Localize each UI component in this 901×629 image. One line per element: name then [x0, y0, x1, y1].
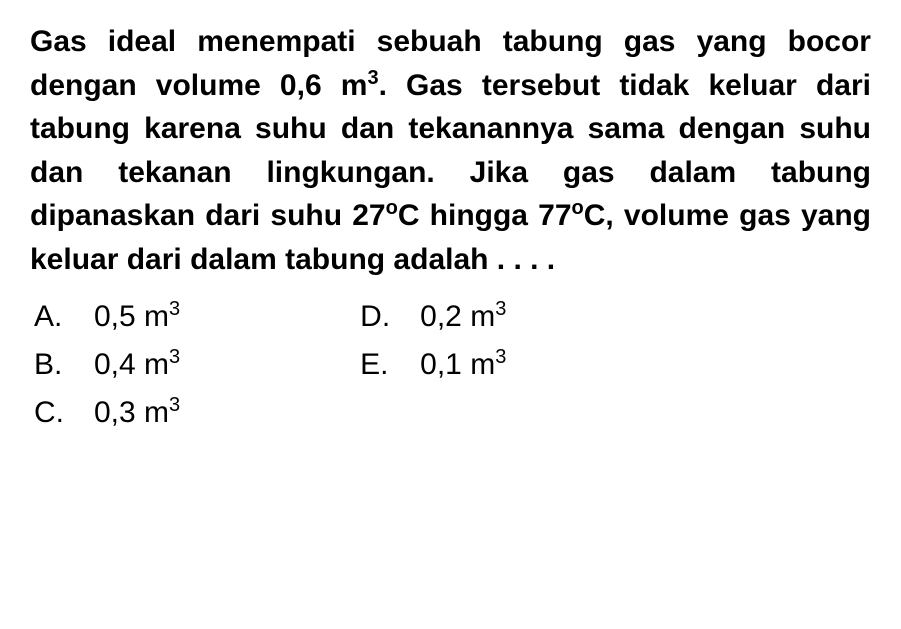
option-value-sup: 3	[169, 346, 180, 368]
option-e: E. 0,1 m3	[360, 341, 506, 389]
option-value: 0,1 m3	[420, 341, 506, 389]
option-value: 0,3 m3	[94, 389, 180, 437]
option-value: 0,2 m3	[420, 293, 506, 341]
option-value-text: 0,5 m	[94, 300, 169, 333]
option-value-text: 0,4 m	[94, 348, 169, 381]
options-container: A. 0,5 m3 B. 0,4 m3 C. 0,3 m3 D. 0,2 m3 …	[30, 293, 871, 437]
option-value: 0,4 m3	[94, 341, 180, 389]
options-left-column: A. 0,5 m3 B. 0,4 m3 C. 0,3 m3	[34, 293, 180, 437]
option-letter: A.	[34, 293, 94, 341]
option-value-text: 0,3 m	[94, 396, 169, 429]
question-deg2: o	[572, 197, 584, 219]
option-value-sup: 3	[169, 394, 180, 416]
option-b: B. 0,4 m3	[34, 341, 180, 389]
option-value-text: 0,1 m	[420, 348, 495, 381]
option-value-sup: 3	[495, 298, 506, 320]
option-letter: B.	[34, 341, 94, 389]
question-text: Gas ideal menempati sebuah tabung gas ya…	[30, 20, 871, 281]
option-d: D. 0,2 m3	[360, 293, 506, 341]
option-letter: C.	[34, 389, 94, 437]
options-right-column: D. 0,2 m3 E. 0,1 m3	[360, 293, 506, 437]
option-letter: D.	[360, 293, 420, 341]
option-value: 0,5 m3	[94, 293, 180, 341]
question-deg1: o	[386, 197, 398, 219]
option-value-sup: 3	[169, 298, 180, 320]
option-value-sup: 3	[495, 346, 506, 368]
option-value-text: 0,2 m	[420, 300, 495, 333]
option-a: A. 0,5 m3	[34, 293, 180, 341]
option-letter: E.	[360, 341, 420, 389]
question-sup1: 3	[367, 67, 378, 89]
option-c: C. 0,3 m3	[34, 389, 180, 437]
question-part3: C hingga 77	[398, 199, 572, 232]
